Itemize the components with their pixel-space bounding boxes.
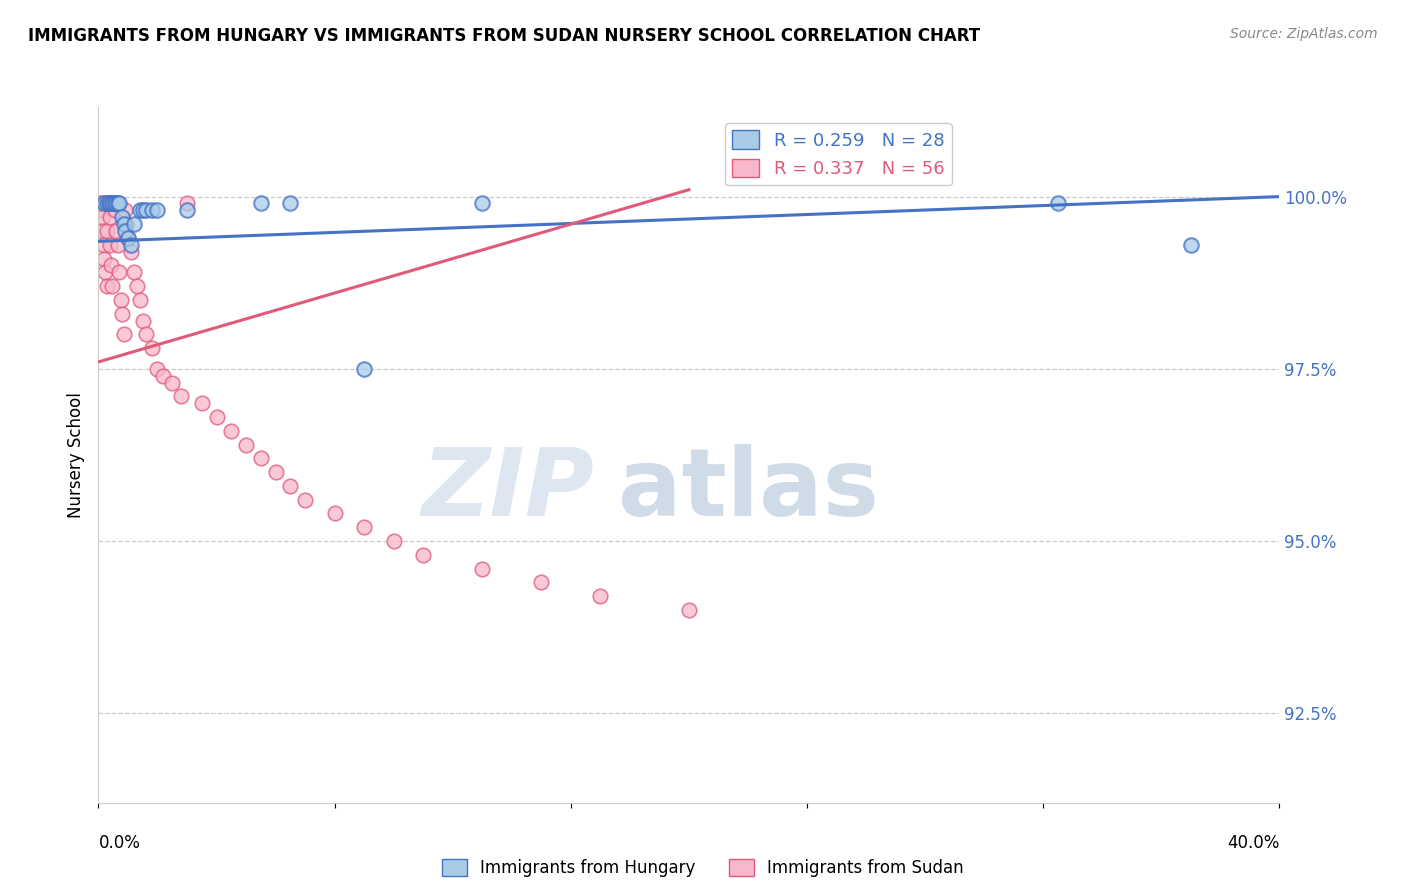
Point [91,211,114,225]
Point [264,465,287,479]
Point [141,203,163,218]
Point [250,196,273,211]
Point [530,575,553,590]
Point [100,259,122,273]
Point [115,217,138,231]
Point [110,293,132,307]
Point [132,203,155,218]
Point [111,307,134,321]
Point [162,376,183,390]
Point [114,224,136,238]
Point [100,279,122,293]
Point [93,252,115,266]
Point [97,196,120,211]
Point [128,293,150,307]
Point [107,237,129,252]
Point [120,237,142,252]
Point [1180,237,1202,252]
Point [112,217,135,231]
Point [235,437,257,451]
Point [250,451,273,466]
Point [382,534,405,549]
Point [122,217,145,231]
Legend: R = 0.259   N = 28, R = 0.337   N = 56: R = 0.259 N = 28, R = 0.337 N = 56 [725,123,952,186]
Point [108,196,131,211]
Point [91,224,114,238]
Point [170,389,193,403]
Point [135,327,157,342]
Text: IMMIGRANTS FROM HUNGARY VS IMMIGRANTS FROM SUDAN NURSERY SCHOOL CORRELATION CHAR: IMMIGRANTS FROM HUNGARY VS IMMIGRANTS FR… [28,27,980,45]
Point [221,424,243,438]
Point [589,589,612,603]
Point [105,196,128,211]
Point [128,203,150,218]
Point [104,196,127,211]
Point [111,211,134,225]
Point [1046,196,1069,211]
Point [105,224,128,238]
Text: ZIP: ZIP [422,443,595,536]
Text: 0.0%: 0.0% [98,834,141,852]
Point [135,203,157,218]
Point [103,196,125,211]
Point [120,244,142,259]
Point [294,492,316,507]
Point [108,265,131,279]
Point [96,279,118,293]
Point [96,224,118,238]
Point [98,211,121,225]
Point [678,603,700,617]
Text: Source: ZipAtlas.com: Source: ZipAtlas.com [1230,27,1378,41]
Point [104,203,127,218]
Point [191,396,214,410]
Point [205,410,228,425]
Point [97,196,120,211]
Point [117,231,139,245]
Point [132,313,155,327]
Text: 40.0%: 40.0% [1227,834,1279,852]
Point [103,196,125,211]
Point [278,196,302,211]
Point [353,520,375,534]
Point [323,507,346,521]
Text: atlas: atlas [619,443,879,536]
Point [278,479,302,493]
Point [471,196,494,211]
Y-axis label: Nursery School: Nursery School [67,392,86,518]
Point [176,196,198,211]
Point [98,196,121,211]
Point [125,279,148,293]
Point [146,361,169,376]
Point [107,196,129,211]
Point [176,203,198,218]
Point [122,265,145,279]
Point [89,196,111,211]
Point [96,196,118,211]
Point [90,203,112,218]
Point [94,265,117,279]
Point [471,561,494,575]
Point [100,196,122,211]
Point [412,548,434,562]
Point [112,327,135,342]
Point [117,231,139,245]
Point [152,368,174,383]
Point [97,196,120,211]
Point [94,196,117,211]
Point [146,203,169,218]
Point [93,237,115,252]
Point [353,361,375,376]
Point [114,203,136,218]
Point [90,196,112,211]
Point [141,341,163,355]
Legend: Immigrants from Hungary, Immigrants from Sudan: Immigrants from Hungary, Immigrants from… [436,852,970,884]
Point [98,237,121,252]
Point [93,196,115,211]
